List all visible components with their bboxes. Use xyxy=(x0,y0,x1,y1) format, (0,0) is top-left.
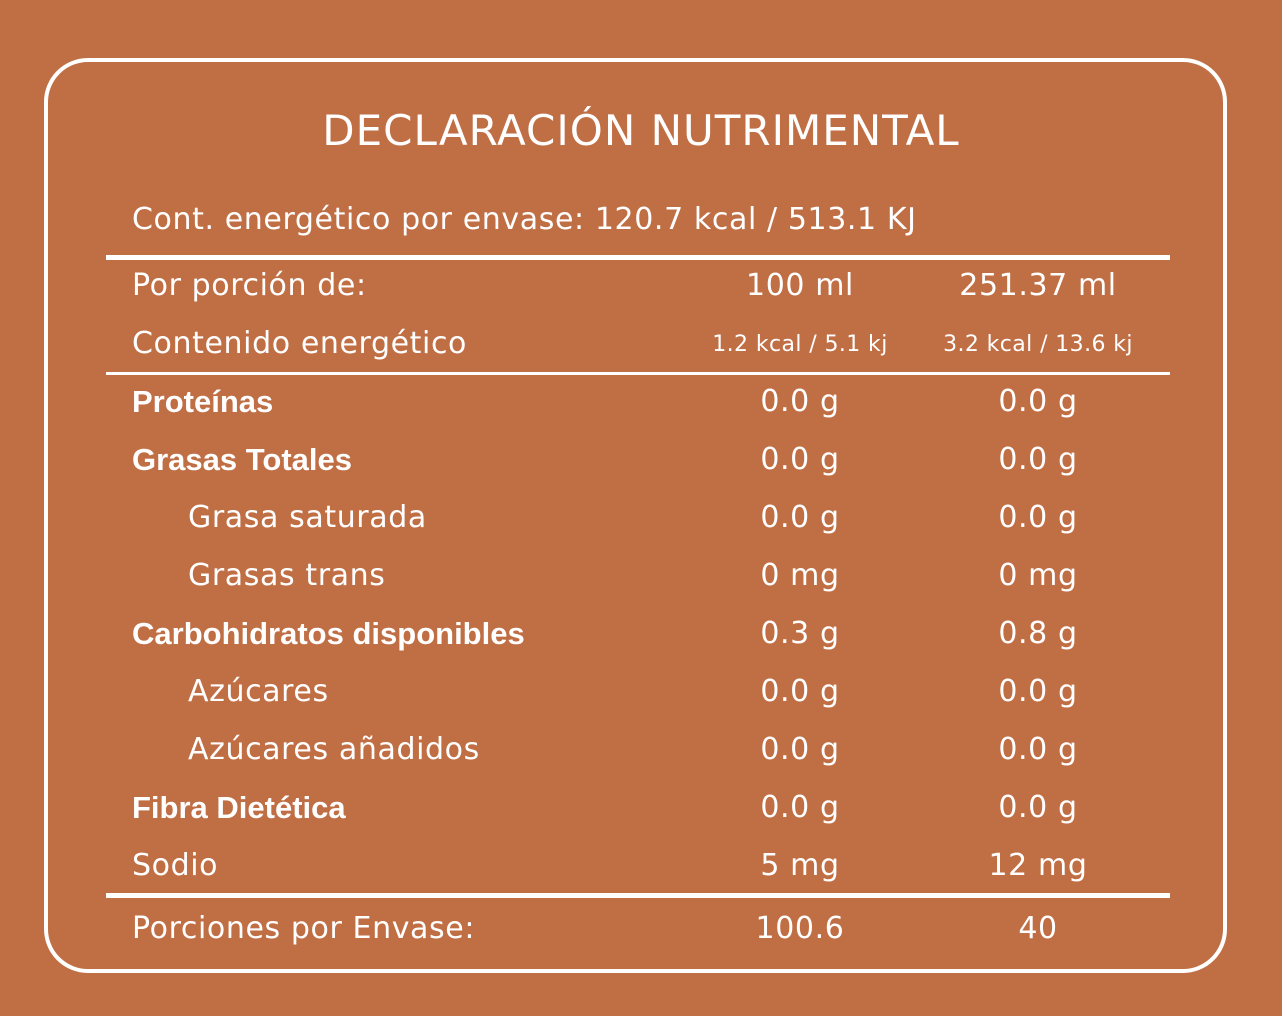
nutrient-row-fibra: Fibra Dietética 0.0 g 0.0 g xyxy=(0,790,1282,830)
energy-per-package: Cont. energético por envase: 120.7 kcal … xyxy=(132,202,917,237)
nutrient-label: Fibra Dietética xyxy=(132,790,346,825)
panel-title: DECLARACIÓN NUTRIMENTAL xyxy=(322,106,960,155)
energy-content-row: Contenido energético 1.2 kcal / 5.1 kj 3… xyxy=(0,326,1282,366)
serving-size-col2: 251.37 ml xyxy=(959,268,1117,303)
nutrient-value-col2: 0.0 g xyxy=(998,732,1078,767)
nutrient-label: Azúcares xyxy=(188,674,329,709)
nutrient-label: Grasa saturada xyxy=(188,500,427,535)
nutrient-row-carbohidratos: Carbohidratos disponibles 0.3 g 0.8 g xyxy=(0,616,1282,656)
nutrient-value-col1: 0.0 g xyxy=(760,500,840,535)
nutrient-value-col2: 0.0 g xyxy=(998,442,1078,477)
nutrient-value-col1: 0.0 g xyxy=(760,790,840,825)
nutrient-row-sodio: Sodio 5 mg 12 mg xyxy=(0,848,1282,888)
nutrient-value-col2: 0.0 g xyxy=(998,500,1078,535)
energy-content-col1: 1.2 kcal / 5.1 kj xyxy=(712,332,888,357)
nutrient-label: Proteínas xyxy=(132,384,274,419)
nutrient-value-col1: 0.0 g xyxy=(760,674,840,709)
servings-per-package-row: Porciones por Envase: 100.6 40 xyxy=(0,911,1282,951)
nutrient-value-col1: 0 mg xyxy=(760,558,840,593)
nutrient-value-col1: 0.0 g xyxy=(760,732,840,767)
nutrient-value-col2: 0.0 g xyxy=(998,674,1078,709)
nutrition-panel xyxy=(44,58,1227,973)
serving-size-row: Por porción de: 100 ml 251.37 ml xyxy=(0,268,1282,308)
nutrient-label: Grasas Totales xyxy=(132,442,352,477)
nutrient-value-col1: 0.0 g xyxy=(760,442,840,477)
nutrient-value-col2: 0.0 g xyxy=(998,384,1078,419)
servings-per-package-col1: 100.6 xyxy=(755,911,845,946)
nutrient-row-grasas-totales: Grasas Totales 0.0 g 0.0 g xyxy=(0,442,1282,482)
serving-size-label: Por porción de: xyxy=(132,268,367,303)
nutrient-label: Carbohidratos disponibles xyxy=(132,616,525,651)
serving-size-col1: 100 ml xyxy=(746,268,854,303)
nutrient-label: Sodio xyxy=(132,848,219,883)
energy-content-label: Contenido energético xyxy=(132,326,467,361)
nutrient-value-col2: 0 mg xyxy=(998,558,1078,593)
nutrient-value-col2: 0.8 g xyxy=(998,616,1078,651)
nutrient-value-col2: 12 mg xyxy=(988,848,1088,883)
nutrient-value-col1: 5 mg xyxy=(760,848,840,883)
servings-per-package-col2: 40 xyxy=(1018,911,1058,946)
nutrient-value-col1: 0.0 g xyxy=(760,384,840,419)
energy-content-col2: 3.2 kcal / 13.6 kj xyxy=(943,332,1133,357)
nutrient-value-col2: 0.0 g xyxy=(998,790,1078,825)
nutrient-row-grasas-trans: Grasas trans 0 mg 0 mg xyxy=(0,558,1282,598)
divider-top xyxy=(106,255,1170,260)
nutrient-row-grasa-saturada: Grasa saturada 0.0 g 0.0 g xyxy=(0,500,1282,540)
nutrient-row-azucares: Azúcares 0.0 g 0.0 g xyxy=(0,674,1282,714)
nutrient-label: Grasas trans xyxy=(188,558,386,593)
cropped-top-text xyxy=(372,0,672,6)
servings-per-package-label: Porciones por Envase: xyxy=(132,911,476,946)
nutrient-value-col1: 0.3 g xyxy=(760,616,840,651)
divider-energy xyxy=(106,372,1170,375)
nutrient-row-proteinas: Proteínas 0.0 g 0.0 g xyxy=(0,384,1282,424)
nutrient-label: Azúcares añadidos xyxy=(188,732,480,767)
divider-bottom xyxy=(106,893,1170,898)
nutrient-row-azucares-anadidos: Azúcares añadidos 0.0 g 0.0 g xyxy=(0,732,1282,772)
